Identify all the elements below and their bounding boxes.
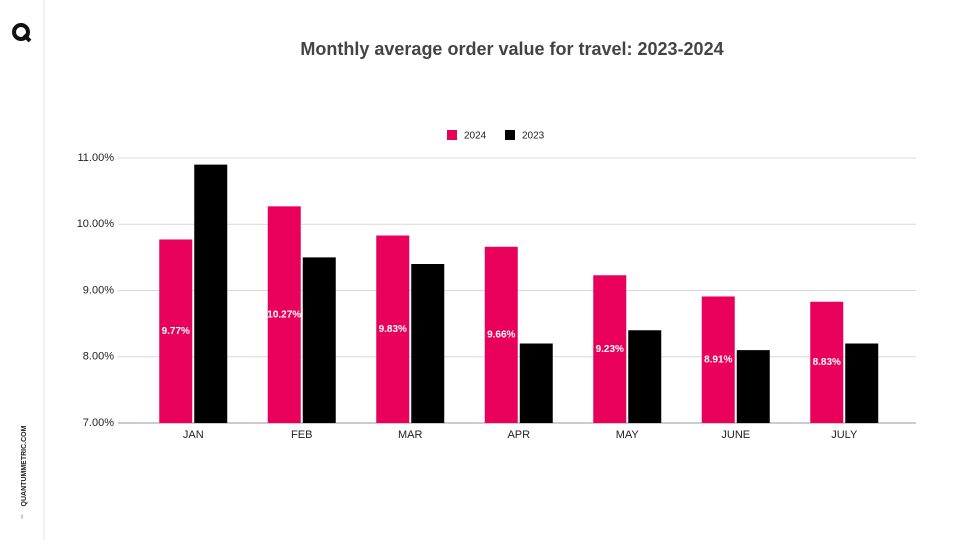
bar bbox=[519, 343, 553, 423]
data-label: 8.91% bbox=[704, 354, 732, 365]
bar bbox=[628, 330, 662, 423]
data-label: 9.23% bbox=[596, 344, 624, 355]
x-tick-label: MAR bbox=[398, 429, 423, 441]
bar bbox=[376, 235, 410, 423]
bar bbox=[484, 246, 518, 423]
bar bbox=[159, 239, 193, 423]
page-number: 8 bbox=[21, 514, 24, 520]
bar bbox=[267, 206, 301, 423]
x-tick-label: APR bbox=[507, 429, 530, 441]
data-label: 9.77% bbox=[162, 326, 190, 337]
legend-label: 2023 bbox=[522, 131, 545, 142]
data-label: 8.83% bbox=[813, 357, 841, 368]
legend-swatch bbox=[447, 130, 457, 140]
bar bbox=[736, 350, 770, 423]
legend-label: 2024 bbox=[464, 131, 487, 142]
x-tick-label: FEB bbox=[291, 429, 312, 441]
bar bbox=[194, 164, 228, 423]
x-tick-label: JULY bbox=[831, 429, 858, 441]
x-tick-label: MAY bbox=[616, 429, 640, 441]
y-tick-label: 9.00% bbox=[83, 284, 114, 296]
data-label: 9.66% bbox=[487, 330, 515, 341]
y-tick-label: 10.00% bbox=[77, 218, 115, 230]
bar bbox=[302, 257, 336, 423]
y-tick-label: 11.00% bbox=[78, 152, 115, 164]
data-label: 9.83% bbox=[379, 324, 407, 335]
y-tick-label: 8.00% bbox=[83, 351, 114, 363]
bar bbox=[701, 296, 735, 423]
bar bbox=[593, 275, 627, 423]
brand-url: QUANTUMMETRIC.COM bbox=[21, 425, 28, 506]
x-tick-label: JAN bbox=[183, 429, 204, 441]
chart-title: Monthly average order value for travel: … bbox=[300, 39, 723, 59]
bar bbox=[810, 301, 844, 423]
bar bbox=[411, 264, 445, 423]
logo bbox=[12, 23, 32, 43]
y-tick-label: 7.00% bbox=[83, 417, 114, 429]
legend-swatch bbox=[505, 130, 515, 140]
data-label: 10.27% bbox=[267, 309, 301, 320]
x-tick-label: JUNE bbox=[721, 429, 750, 441]
bar bbox=[845, 343, 879, 423]
